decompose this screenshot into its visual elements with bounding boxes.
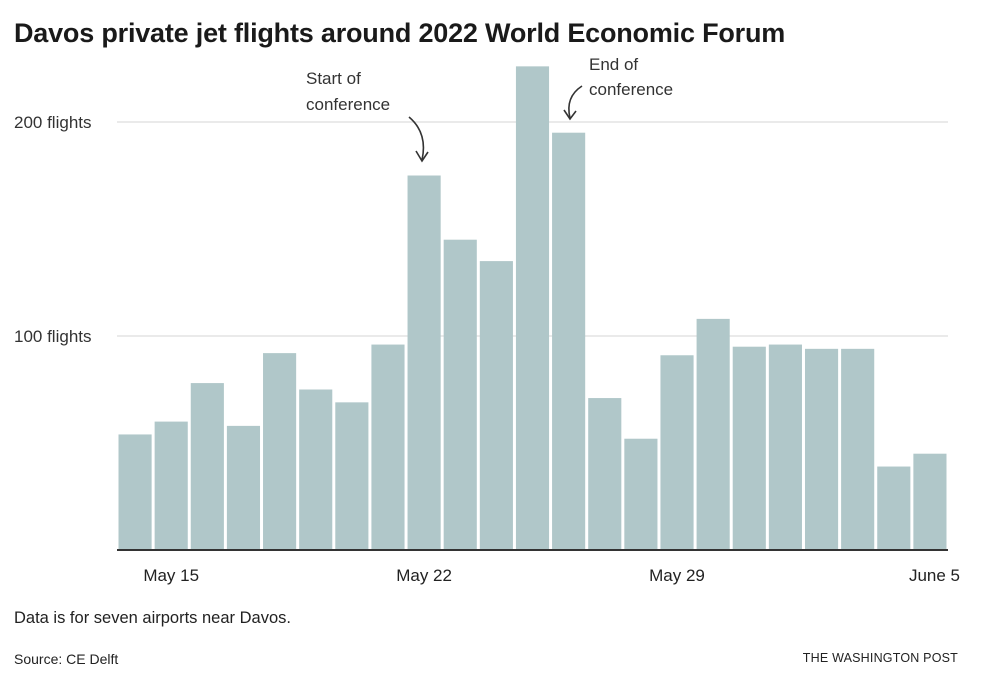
annotations: Start of conference End of conference — [306, 55, 673, 163]
bar-june-3 — [841, 348, 875, 550]
annotation-end-arrow — [568, 85, 583, 119]
source-text: Source: CE Delft — [14, 651, 119, 667]
bar-june-1 — [768, 344, 802, 550]
bar-may-23 — [443, 239, 477, 550]
x-tick-labels: May 15 May 22 May 29 June 5 — [143, 566, 960, 585]
x-tick-label: May 15 — [143, 566, 199, 585]
bar-may-17 — [226, 425, 261, 550]
bar-may-30 — [696, 318, 730, 550]
bar-may-27 — [588, 398, 622, 550]
x-tick-label: May 29 — [649, 566, 705, 585]
data-note: Data is for seven airports near Davos. — [14, 609, 291, 627]
annotation-start-line1: Start of — [306, 69, 361, 88]
bar-may-25 — [515, 66, 550, 551]
annotation-end-line1: End of — [589, 55, 638, 74]
y-tick-label: 200 flights — [14, 113, 92, 132]
bar-june-5 — [913, 453, 947, 550]
x-tick-label: June 5 — [909, 566, 960, 585]
bar-may-19 — [299, 389, 333, 550]
annotation-end-line2: conference — [589, 80, 673, 99]
y-tick-label: 100 flights — [14, 327, 92, 346]
bar-may-15 — [154, 421, 188, 550]
annotation-start-arrow — [408, 116, 425, 161]
bar-may-24 — [479, 261, 513, 550]
annotation-end-arrowhead — [563, 109, 577, 121]
annotation-start-arrowhead — [415, 150, 429, 163]
bar-may-20 — [335, 402, 369, 550]
bar-may-16 — [190, 383, 224, 550]
bar-may-21 — [371, 344, 405, 550]
bar-june-4 — [877, 466, 911, 550]
bar-may-31 — [732, 346, 766, 550]
bar-may-26 — [552, 132, 586, 550]
bar-may-28 — [624, 438, 658, 550]
bar-may-22 — [407, 175, 441, 550]
annotation-start-line2: conference — [306, 95, 390, 114]
x-tick-label: May 22 — [396, 566, 452, 585]
bar-may-29 — [660, 355, 694, 550]
bar-may-14 — [118, 434, 152, 550]
bars — [118, 66, 947, 551]
chart-title: Davos private jet flights around 2022 Wo… — [14, 18, 786, 48]
bar-may-18 — [263, 353, 297, 550]
y-tick-labels: 100 flights 200 flights — [14, 113, 92, 346]
publisher-credit: THE WASHINGTON POST — [802, 651, 958, 665]
bar-june-2 — [804, 348, 839, 550]
